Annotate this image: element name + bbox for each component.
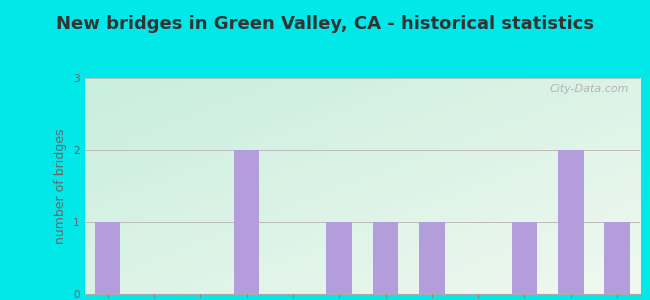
Bar [326,222,352,294]
Bar [604,222,630,294]
Bar [512,222,537,294]
Text: New bridges in Green Valley, CA - historical statistics: New bridges in Green Valley, CA - histor… [56,15,594,33]
Bar [95,222,120,294]
Text: City-Data.com: City-Data.com [550,85,629,94]
Bar [558,150,584,294]
Bar [419,222,445,294]
Bar [373,222,398,294]
Bar [234,150,259,294]
Y-axis label: number of bridges: number of bridges [55,128,68,244]
